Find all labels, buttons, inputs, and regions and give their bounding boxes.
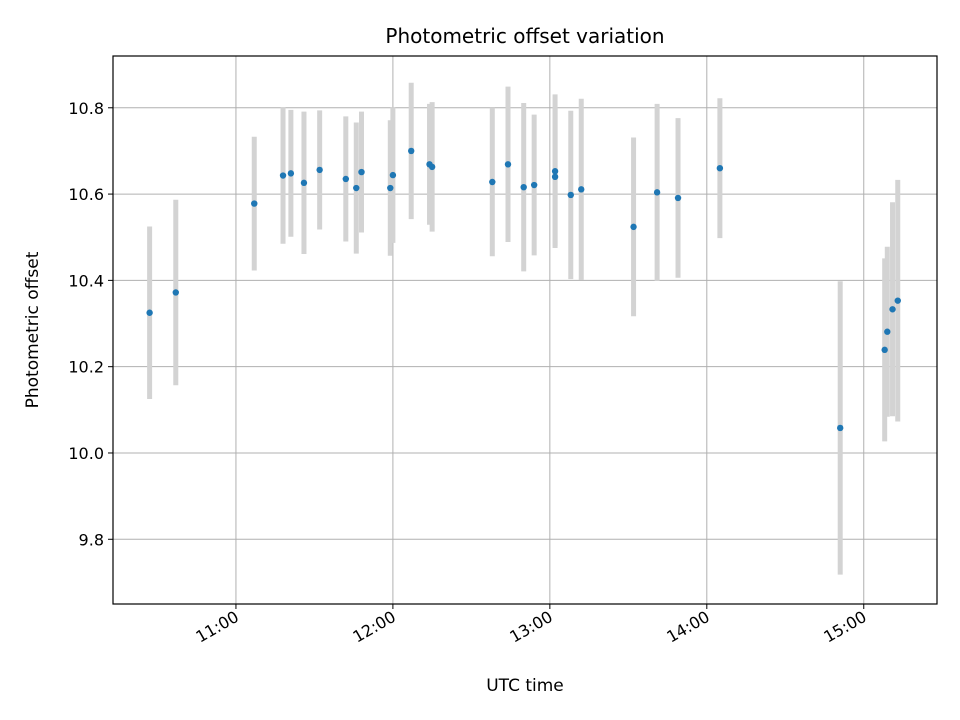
data-point [551,173,559,181]
y-tick-label: 9.8 [79,530,104,549]
y-axis-label: Photometric offset [23,251,43,408]
data-point [358,168,365,176]
x-axis-label: UTC time [486,676,564,696]
data-point [674,194,682,202]
data-point [881,346,888,354]
data-point [428,163,436,171]
data-point [279,172,287,179]
y-tick-label: 10.8 [68,99,104,118]
data-point [353,184,360,192]
data-point [530,181,538,189]
data-point [889,306,896,313]
data-point [342,175,350,183]
data-point [172,289,179,296]
data-point [716,164,724,172]
data-point [146,309,153,316]
data-point [653,189,661,196]
y-tick-label: 10.2 [68,358,104,377]
data-point [551,168,559,175]
y-tick-label: 10.6 [68,185,104,204]
data-point [316,166,323,174]
data-point [300,179,308,187]
data-point [567,191,574,199]
data-point [387,184,394,192]
data-point [578,186,585,193]
data-point [520,183,527,191]
data-point [504,161,512,168]
plot-area-frame [112,55,938,605]
y-tick-label: 10.4 [68,271,104,290]
data-point [489,178,496,186]
data-point [408,147,415,155]
data-point [894,297,901,304]
y-tick-label: 10.0 [68,444,104,463]
data-point [630,223,637,231]
chart-title: Photometric offset variation [385,24,664,48]
data-point [251,200,258,207]
data-point [837,424,844,432]
data-point [287,170,295,177]
data-point [389,171,397,179]
data-point [884,328,891,335]
data-points [146,147,901,432]
